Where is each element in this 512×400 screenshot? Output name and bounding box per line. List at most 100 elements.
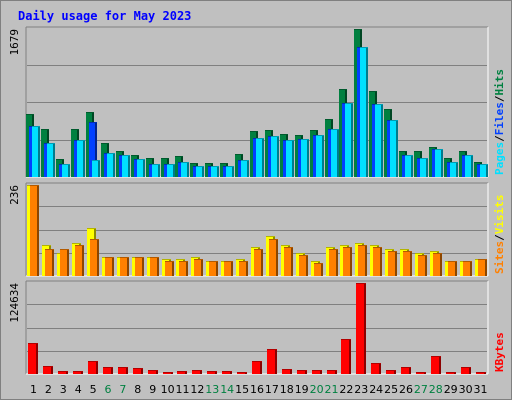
bar-top (405, 155, 413, 156)
bar-top (118, 367, 128, 368)
bar-fill (401, 367, 411, 374)
bar-shade (366, 47, 368, 177)
bar-shade (200, 370, 202, 374)
x-tick-label: 29 (444, 383, 458, 396)
x-tick-label: 13 (205, 383, 219, 396)
bar-kbytes (297, 370, 307, 374)
bar-fill (135, 257, 144, 276)
bar-shade (142, 257, 144, 276)
bar-shade (231, 261, 233, 276)
bar-pages (390, 120, 398, 177)
bar-shade (351, 103, 353, 177)
legend-separator: / (493, 95, 506, 102)
bar-sites (179, 261, 188, 276)
bar-fill (133, 368, 143, 374)
bar-top (73, 371, 83, 372)
x-tick-label: 2 (45, 383, 52, 396)
bar-top (265, 130, 273, 131)
bar-fill (286, 140, 294, 177)
bar-kbytes (148, 370, 158, 374)
x-tick-label: 17 (265, 383, 279, 396)
bar-top (371, 363, 381, 364)
bar-shade (81, 371, 83, 374)
bar-top (77, 140, 85, 141)
x-tick-label: 21 (325, 383, 339, 396)
bar-top (388, 251, 397, 252)
bar-shade (469, 367, 471, 374)
bar-pages (167, 164, 175, 177)
bar-fill (30, 185, 39, 276)
bar-top (47, 143, 55, 144)
x-tick-label: 14 (220, 383, 234, 396)
bar-kbytes (192, 370, 202, 374)
bar-kbytes (371, 363, 381, 374)
bar-sites (224, 261, 233, 276)
bar-kbytes (431, 356, 441, 374)
bar-top (60, 249, 69, 250)
bar-top (429, 147, 437, 148)
bar-pages (450, 162, 458, 177)
bar-top (373, 247, 382, 248)
bar-top (358, 245, 367, 246)
bar-pages (420, 158, 428, 177)
bar-fill (480, 164, 488, 177)
bar-pages (345, 103, 353, 177)
bar-kbytes (282, 369, 292, 374)
bar-pages (47, 143, 55, 177)
bar-fill (152, 164, 160, 177)
bar-shade (364, 283, 366, 374)
x-tick-label: 25 (384, 383, 398, 396)
bar-shade (321, 263, 323, 276)
bar-pages (316, 135, 324, 177)
bar-top (446, 372, 456, 373)
bar-pages (435, 149, 443, 177)
bar-shade (143, 159, 145, 177)
bar-sites (165, 261, 174, 276)
bar-shade (292, 140, 294, 177)
bar-fill (252, 361, 262, 374)
x-tick-label: 6 (105, 383, 112, 396)
bar-pages (137, 159, 145, 177)
bar-top (370, 245, 379, 246)
bar-shade (66, 371, 68, 374)
bar-top (194, 259, 203, 260)
bar-shade (350, 247, 352, 276)
bar-top (150, 257, 159, 258)
legend-hits: Hits (493, 69, 506, 96)
bar-top (146, 158, 154, 159)
bar-sites (403, 251, 412, 276)
bar-top (384, 109, 392, 110)
bar-sites (30, 185, 39, 276)
bar-shade (67, 249, 69, 276)
bar-shade (95, 122, 97, 177)
bar-top (329, 249, 338, 250)
bar-top (116, 151, 124, 152)
bar-top (461, 367, 471, 368)
bar-top (175, 156, 183, 157)
x-tick-label: 18 (280, 383, 294, 396)
bar-top (236, 259, 245, 260)
bar-shade (410, 251, 412, 276)
bar-fill (431, 356, 441, 374)
bar-kbytes (461, 367, 471, 374)
x-tick-label: 11 (176, 383, 190, 396)
bar-top (256, 138, 264, 139)
bar-fill (77, 140, 85, 177)
bar-fill (179, 261, 188, 276)
bar-top (286, 140, 294, 141)
bar-shade (246, 261, 248, 276)
bar-top (62, 164, 70, 165)
panel-legend: KBytes (493, 332, 506, 372)
bar-shade (336, 249, 338, 276)
bar-top (237, 372, 247, 373)
bar-top (345, 103, 353, 104)
bar-pages (331, 129, 339, 177)
bar-fill (58, 371, 68, 374)
bar-shade (186, 261, 188, 276)
bar-top (390, 120, 398, 121)
bar-fill (45, 249, 54, 276)
bar-fill (371, 363, 381, 374)
legend-sites: Sites (493, 241, 506, 274)
bar-fill (207, 371, 217, 374)
